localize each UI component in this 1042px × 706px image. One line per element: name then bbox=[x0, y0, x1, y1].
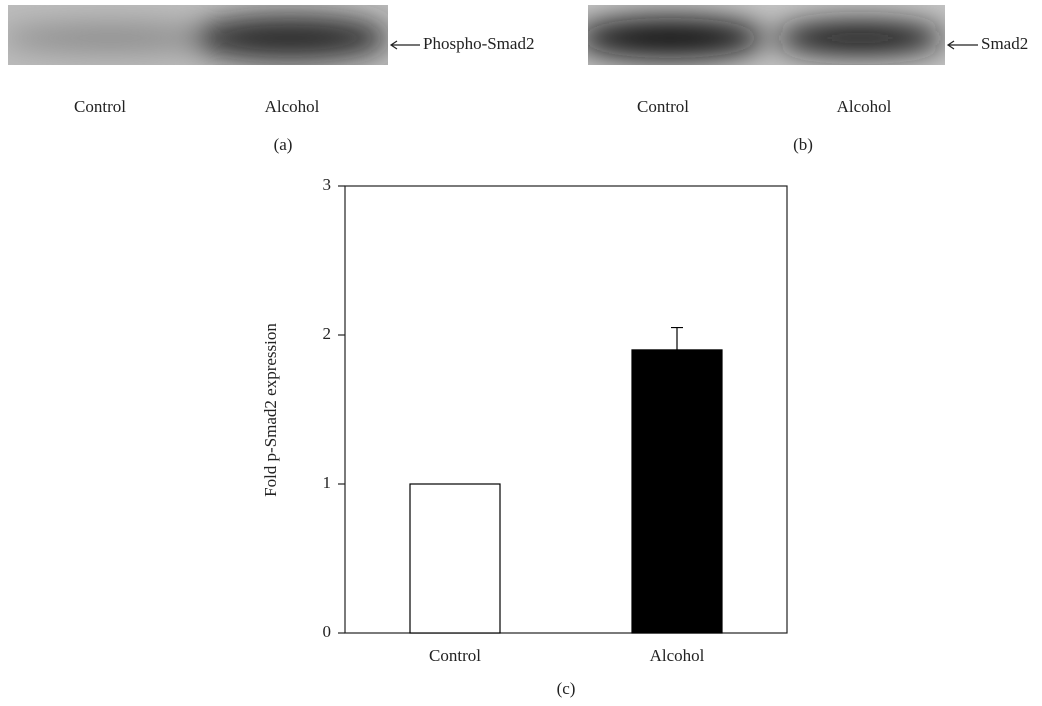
lane-label: Control bbox=[74, 97, 126, 116]
blot-b bbox=[575, 5, 945, 65]
x-tick-label: Control bbox=[429, 646, 481, 665]
lane-label: Alcohol bbox=[265, 97, 320, 116]
y-tick-label: 3 bbox=[323, 175, 332, 194]
figure: Phospho-Smad2 Smad2 Control Alcohol Cont… bbox=[0, 0, 1042, 706]
y-tick-label: 2 bbox=[323, 324, 332, 343]
panel-label: (b) bbox=[793, 135, 813, 154]
bar bbox=[632, 350, 722, 633]
y-tick-label: 0 bbox=[323, 622, 332, 641]
lane-label: Control bbox=[637, 97, 689, 116]
y-tick-label: 1 bbox=[323, 473, 332, 492]
bar bbox=[410, 484, 500, 633]
lane-label: Alcohol bbox=[837, 97, 892, 116]
panel-label: (c) bbox=[557, 679, 576, 698]
y-axis-label: Fold p-Smad2 expression bbox=[261, 323, 280, 497]
band-label: Smad2 bbox=[981, 34, 1028, 53]
blot-a bbox=[0, 5, 390, 65]
band-label: Phospho-Smad2 bbox=[423, 34, 534, 53]
panel-label: (a) bbox=[274, 135, 293, 154]
x-tick-label: Alcohol bbox=[650, 646, 705, 665]
error-bar bbox=[671, 328, 683, 350]
